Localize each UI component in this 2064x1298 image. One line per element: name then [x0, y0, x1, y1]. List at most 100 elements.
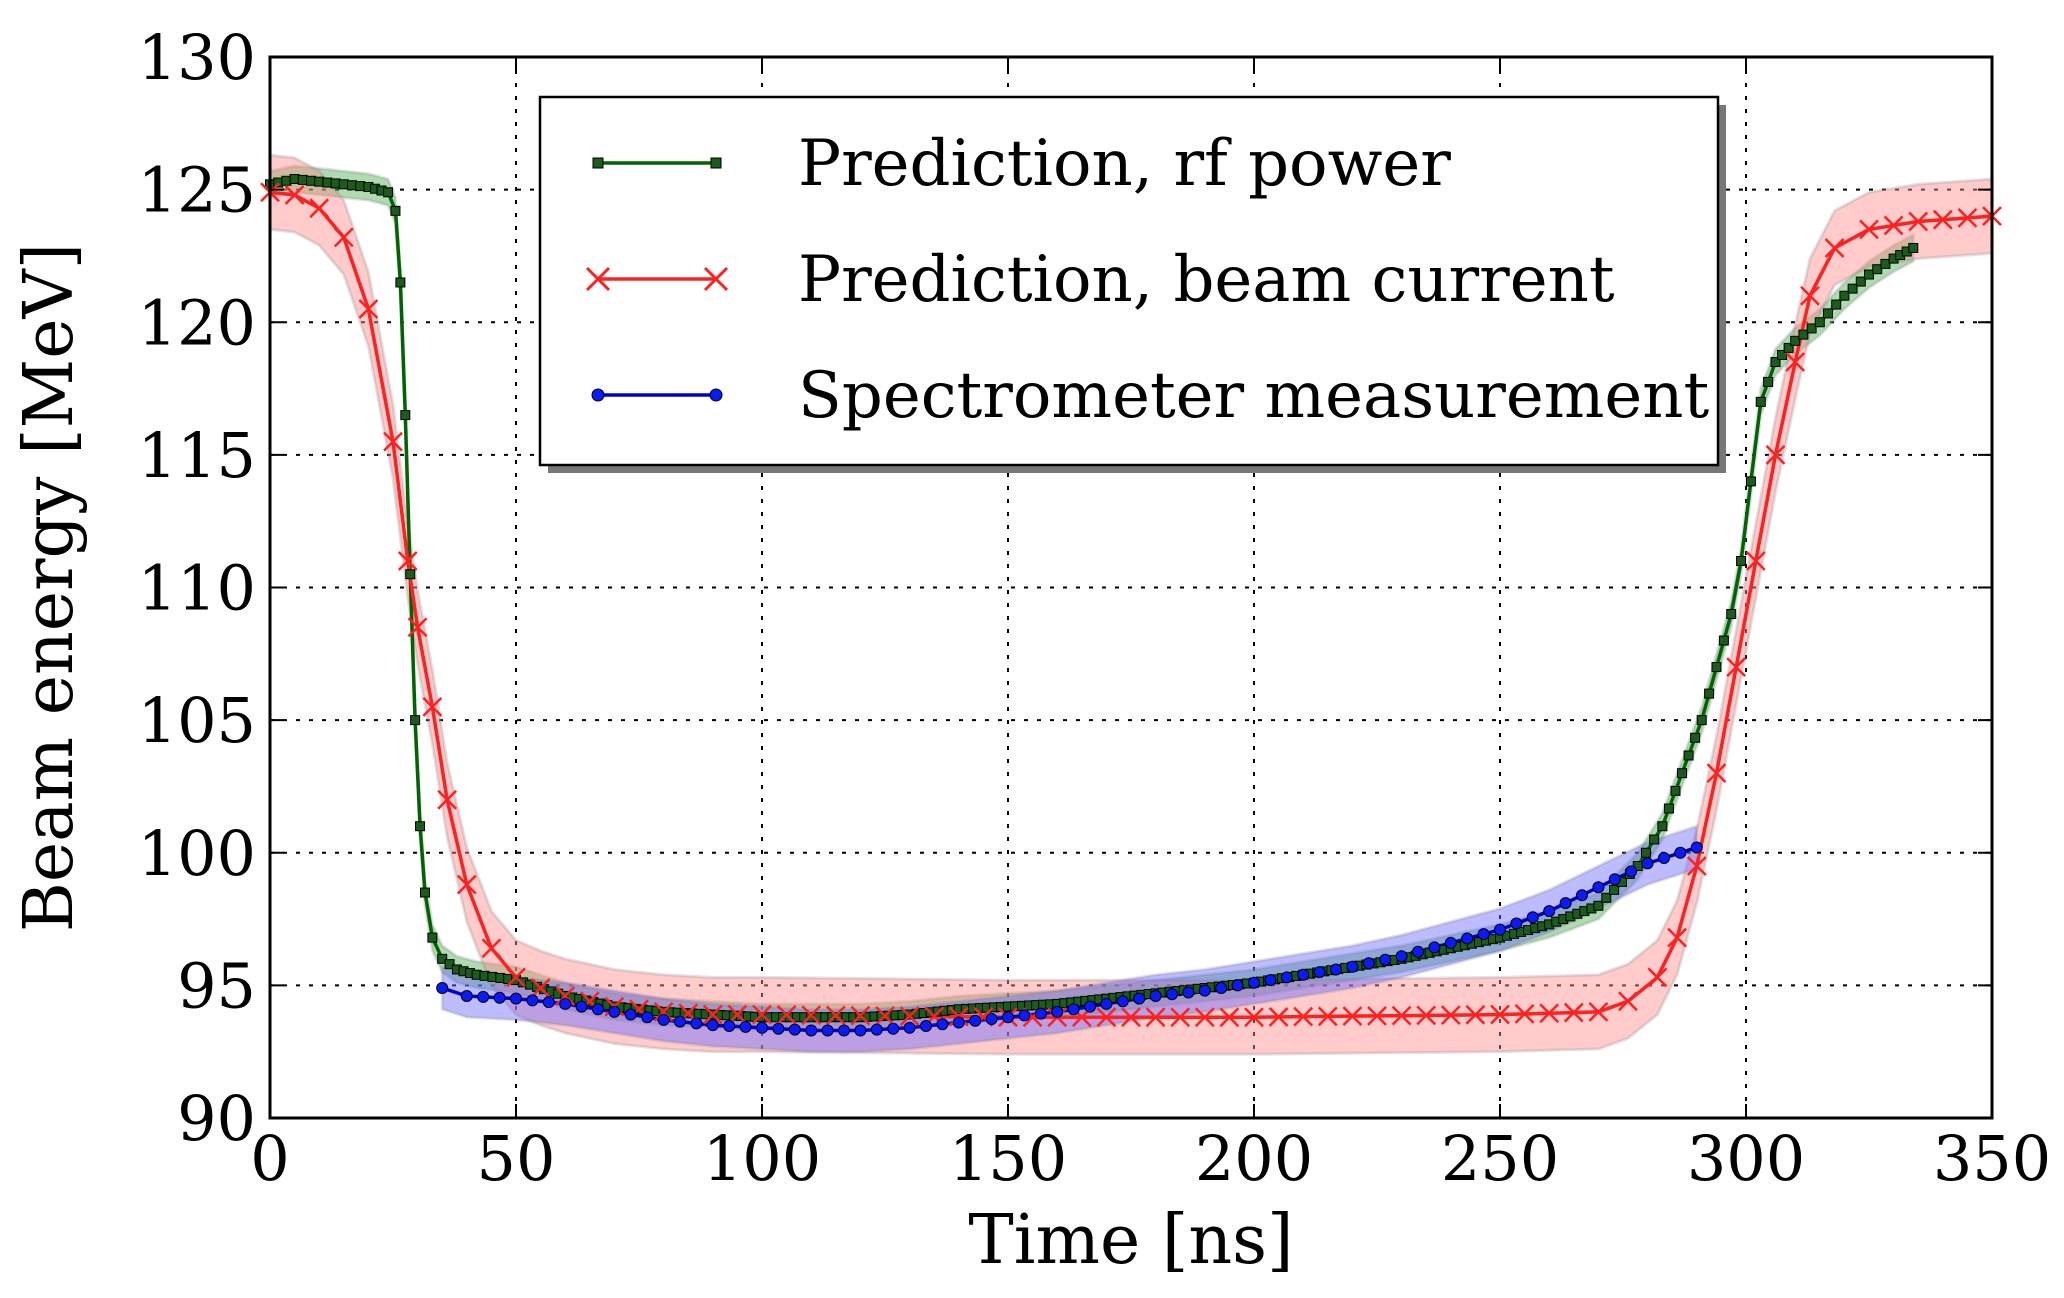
data-point: [559, 997, 572, 1010]
data-point: [1121, 1007, 1141, 1028]
data-point: [437, 953, 448, 964]
data-point: [437, 789, 458, 810]
data-point: [1814, 317, 1825, 328]
data-point: [1593, 900, 1604, 911]
data-point: [390, 205, 401, 216]
data-point: [1248, 976, 1260, 989]
data-point: [1182, 986, 1195, 999]
x-tick-label: 100: [703, 1122, 821, 1195]
data-point: [1576, 889, 1588, 902]
data-point: [870, 1023, 883, 1036]
x-tick-label: 0: [250, 1122, 289, 1195]
data-point: [1800, 285, 1820, 306]
data-point: [1219, 1007, 1240, 1028]
data-point: [333, 227, 354, 248]
data-point: [1149, 989, 1162, 1002]
data-point: [1514, 1004, 1535, 1024]
data-point: [1763, 376, 1774, 387]
data-point: [1704, 688, 1715, 699]
data-point: [410, 715, 421, 726]
data-point: [1726, 657, 1747, 677]
data-point: [801, 1005, 822, 1025]
data-point: [1231, 979, 1244, 992]
data-point: [1100, 997, 1113, 1010]
data-point: [355, 181, 366, 192]
data-point: [506, 967, 526, 988]
data-point: [1170, 1007, 1191, 1028]
data-point: [1510, 917, 1523, 930]
data-point: [657, 1013, 670, 1026]
data-point: [1116, 995, 1129, 1008]
y-tick-label: 105: [138, 684, 256, 757]
data-point: [854, 1024, 867, 1037]
data-point: [1640, 847, 1651, 858]
data-point: [624, 1008, 637, 1021]
y-tick-label: 100: [138, 817, 256, 890]
data-point: [1658, 852, 1670, 865]
data-point: [1563, 1002, 1584, 1023]
legend-marker: [591, 388, 605, 402]
y-tick-label: 95: [177, 949, 256, 1022]
data-point: [1706, 763, 1727, 784]
data-point: [1908, 242, 1919, 253]
axis-ticks: [269, 56, 1993, 1119]
data-point: [1416, 1005, 1437, 1026]
data-point: [1194, 1007, 1215, 1028]
data-point: [756, 1021, 768, 1034]
data-point: [1880, 258, 1891, 269]
data-point: [1461, 932, 1474, 945]
data-point: [1745, 476, 1756, 487]
data-point: [1096, 1007, 1117, 1028]
data-point: [383, 431, 403, 452]
data-point: [838, 1024, 850, 1037]
data-point: [1855, 276, 1866, 287]
data-point: [1932, 209, 1953, 230]
x-tick-label: 300: [1687, 1122, 1805, 1195]
data-point: [481, 938, 502, 959]
data-point: [1362, 957, 1375, 970]
data-point: [477, 990, 490, 1003]
data-point: [309, 198, 330, 219]
data-point: [1494, 923, 1506, 936]
series-markers: [260, 174, 2002, 1037]
data-point: [526, 994, 539, 1007]
data-point: [776, 1004, 797, 1025]
data-point: [347, 180, 357, 191]
y-tick-label: 125: [138, 154, 256, 227]
data-point: [542, 996, 555, 1009]
data-point: [1084, 1000, 1096, 1013]
data-point: [1872, 264, 1883, 275]
data-point: [306, 175, 316, 186]
data-point: [297, 174, 308, 185]
data-point: [1346, 960, 1359, 973]
data-point: [322, 177, 333, 188]
data-point: [952, 1016, 965, 1029]
data-point: [1908, 211, 1929, 232]
data-point: [1765, 444, 1786, 465]
y-tick-label: 130: [138, 21, 256, 94]
legend-marker: [703, 266, 729, 292]
legend-marker: [585, 266, 611, 292]
data-point: [1831, 299, 1842, 310]
data-point: [1198, 984, 1211, 997]
data-point: [1859, 219, 1879, 240]
y-tick-label: 90: [177, 1082, 256, 1155]
data-point: [1526, 911, 1539, 924]
data-point: [383, 187, 394, 198]
data-point: [920, 1020, 932, 1033]
data-point: [1783, 342, 1794, 353]
legend-label: Spectrometer measurement: [798, 359, 1710, 433]
data-point: [1391, 1005, 1412, 1026]
y-tick-label: 115: [138, 419, 256, 492]
data-point: [1440, 1005, 1461, 1025]
data-point: [400, 410, 411, 421]
data-point: [1663, 803, 1674, 814]
data-point: [1696, 715, 1707, 726]
data-point: [330, 178, 341, 189]
x-tick-label: 150: [949, 1122, 1067, 1195]
data-point: [674, 1015, 686, 1028]
data-point: [1367, 1005, 1387, 1026]
data-point: [1465, 1004, 1486, 1025]
data-point: [825, 1005, 846, 1026]
